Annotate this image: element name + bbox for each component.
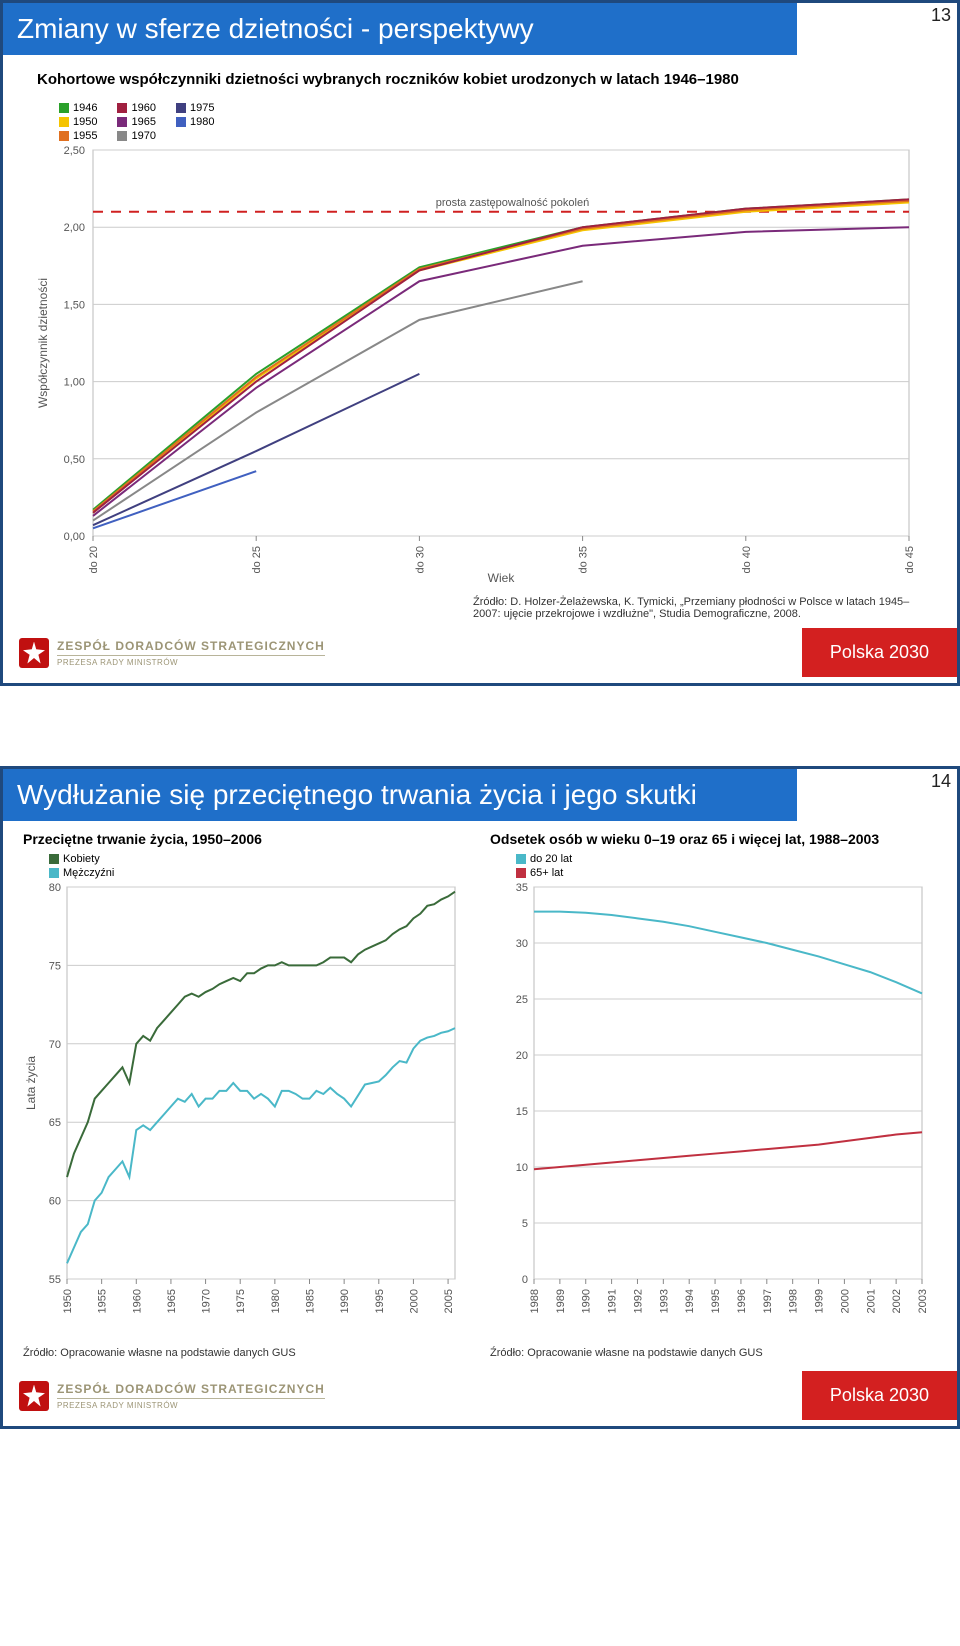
left-chart-legend: KobietyMężczyźni — [49, 853, 470, 879]
chart-subtitle: Kohortowe współczynniki dzietności wybra… — [3, 55, 957, 98]
svg-text:0: 0 — [522, 1274, 528, 1286]
right-chart-source: Źródło: Opracowanie własne na podstawie … — [490, 1345, 937, 1361]
svg-text:2,00: 2,00 — [64, 222, 85, 234]
svg-text:1996: 1996 — [736, 1289, 748, 1313]
svg-text:1,00: 1,00 — [64, 377, 85, 389]
svg-text:1990: 1990 — [339, 1289, 351, 1313]
svg-text:0,50: 0,50 — [64, 454, 85, 466]
left-chart-source: Źródło: Opracowanie własne na podstawie … — [23, 1345, 470, 1361]
slide-title: Wydłużanie się przeciętnego trwania życi… — [3, 769, 797, 821]
svg-text:2000: 2000 — [839, 1289, 851, 1313]
svg-text:1999: 1999 — [814, 1289, 826, 1313]
left-chart-title: Przeciętne trwanie życia, 1950–2006 — [23, 831, 470, 847]
svg-text:do 20: do 20 — [88, 546, 100, 574]
slide-fertility: 13 Zmiany w sferze dzietności - perspekt… — [0, 0, 960, 686]
page-number: 14 — [931, 771, 951, 792]
svg-text:Współczynnik dzietności: Współczynnik dzietności — [36, 278, 50, 408]
fertility-chart: 0,00 0,50 1,00 1,50 2,00 2,50 do 20 do 25 do 30 d… — [33, 144, 923, 584]
svg-text:1985: 1985 — [305, 1289, 317, 1313]
svg-text:2001: 2001 — [865, 1289, 877, 1313]
svg-text:20: 20 — [516, 1050, 528, 1062]
svg-text:do 25: do 25 — [251, 546, 263, 574]
svg-text:30: 30 — [516, 938, 528, 950]
svg-text:65: 65 — [49, 1117, 61, 1129]
svg-text:1991: 1991 — [607, 1289, 619, 1313]
svg-text:1998: 1998 — [788, 1289, 800, 1313]
svg-text:55: 55 — [49, 1274, 61, 1286]
svg-text:1994: 1994 — [684, 1289, 696, 1313]
svg-text:1993: 1993 — [658, 1289, 670, 1313]
right-chart-legend: do 20 lat65+ lat — [516, 853, 937, 879]
svg-text:Lata życia: Lata życia — [24, 1056, 38, 1110]
svg-text:70: 70 — [49, 1039, 61, 1051]
svg-text:2000: 2000 — [408, 1289, 420, 1313]
footer-suborg: PREZESA RADY MINISTRÓW — [57, 655, 325, 667]
slide-title: Zmiany w sferze dzietności - perspektywy — [3, 3, 797, 55]
slide-life-expectancy: 14 Wydłużanie się przeciętnego trwania ż… — [0, 766, 960, 1429]
right-chart-title: Odsetek osób w wieku 0–19 oraz 65 i więc… — [490, 831, 937, 847]
svg-text:do 40: do 40 — [741, 546, 753, 574]
svg-text:1989: 1989 — [555, 1289, 567, 1313]
svg-text:35: 35 — [516, 882, 528, 894]
svg-text:10: 10 — [516, 1162, 528, 1174]
svg-text:1997: 1997 — [762, 1289, 774, 1313]
svg-text:5: 5 — [522, 1218, 528, 1230]
page-number: 13 — [931, 5, 951, 26]
chart-source: Źródło: D. Holzer-Żelażewska, K. Tymicki… — [473, 594, 927, 622]
slide-footer: ZESPÓŁ DORADCÓW STRATEGICZNYCH PREZESA R… — [3, 1365, 957, 1426]
svg-text:1975: 1975 — [235, 1289, 247, 1313]
svg-text:2,50: 2,50 — [64, 145, 85, 157]
svg-text:1995: 1995 — [374, 1289, 386, 1313]
svg-text:1980: 1980 — [270, 1289, 282, 1313]
svg-text:1995: 1995 — [710, 1289, 722, 1313]
svg-text:25: 25 — [516, 994, 528, 1006]
svg-text:1955: 1955 — [97, 1289, 109, 1313]
svg-text:do 35: do 35 — [578, 546, 590, 574]
emblem-icon — [19, 1381, 49, 1411]
slide-footer: ZESPÓŁ DORADCÓW STRATEGICZNYCH PREZESA R… — [3, 622, 957, 683]
svg-text:1970: 1970 — [201, 1289, 213, 1313]
footer-suborg: PREZESA RADY MINISTRÓW — [57, 1398, 325, 1410]
svg-text:2003: 2003 — [917, 1289, 929, 1313]
chart-legend: 19461950195519601965197019751980 — [59, 102, 927, 142]
svg-text:1950: 1950 — [62, 1289, 74, 1313]
footer-org: ZESPÓŁ DORADCÓW STRATEGICZNYCH — [57, 639, 325, 653]
svg-text:2002: 2002 — [891, 1289, 903, 1313]
svg-text:1988: 1988 — [529, 1289, 541, 1313]
svg-text:do 30: do 30 — [414, 546, 426, 574]
svg-text:0,00: 0,00 — [64, 531, 85, 543]
svg-text:1,50: 1,50 — [64, 299, 85, 311]
svg-text:do 45: do 45 — [904, 546, 916, 574]
svg-text:1965: 1965 — [166, 1289, 178, 1313]
svg-text:80: 80 — [49, 882, 61, 894]
svg-text:1990: 1990 — [581, 1289, 593, 1313]
svg-text:15: 15 — [516, 1106, 528, 1118]
svg-text:2005: 2005 — [443, 1289, 455, 1313]
polska-2030-badge: Polska 2030 — [802, 1371, 957, 1420]
svg-text:1960: 1960 — [131, 1289, 143, 1313]
svg-text:1992: 1992 — [632, 1289, 644, 1313]
svg-text:75: 75 — [49, 960, 61, 972]
life-expectancy-chart: 55 60 65 70 75 80 1950 1955 1960 1965 1970 1975 1980… — [23, 881, 463, 1321]
svg-text:Wiek: Wiek — [488, 571, 516, 584]
emblem-icon — [19, 638, 49, 668]
polska-2030-badge: Polska 2030 — [802, 628, 957, 677]
svg-text:60: 60 — [49, 1196, 61, 1208]
svg-text:prosta zastępowalność pokoleń: prosta zastępowalność pokoleń — [436, 197, 589, 209]
footer-org: ZESPÓŁ DORADCÓW STRATEGICZNYCH — [57, 1382, 325, 1396]
age-share-chart: 0 5 10 15 20 25 30 35 1988 1989 1990 1991 1992 1993 19… — [490, 881, 930, 1321]
